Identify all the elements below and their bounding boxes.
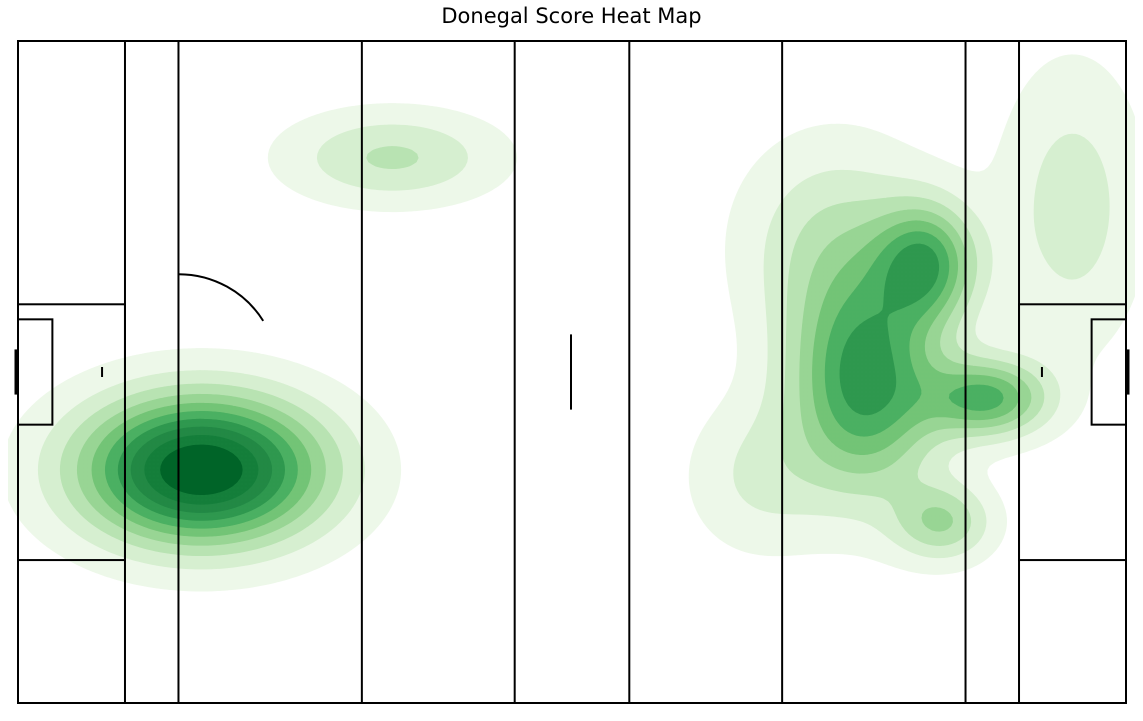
chart-title: Donegal Score Heat Map xyxy=(441,4,702,28)
density-contours xyxy=(8,54,1135,592)
density-level-10 xyxy=(160,444,243,495)
small-rectangle-right xyxy=(1090,318,1127,426)
small-rectangle-left xyxy=(17,318,54,426)
pitch-markings xyxy=(14,40,1130,704)
large-rectangle-right xyxy=(1018,303,1127,562)
semicircle-left xyxy=(178,273,265,322)
large-rectangle-left xyxy=(17,303,126,562)
